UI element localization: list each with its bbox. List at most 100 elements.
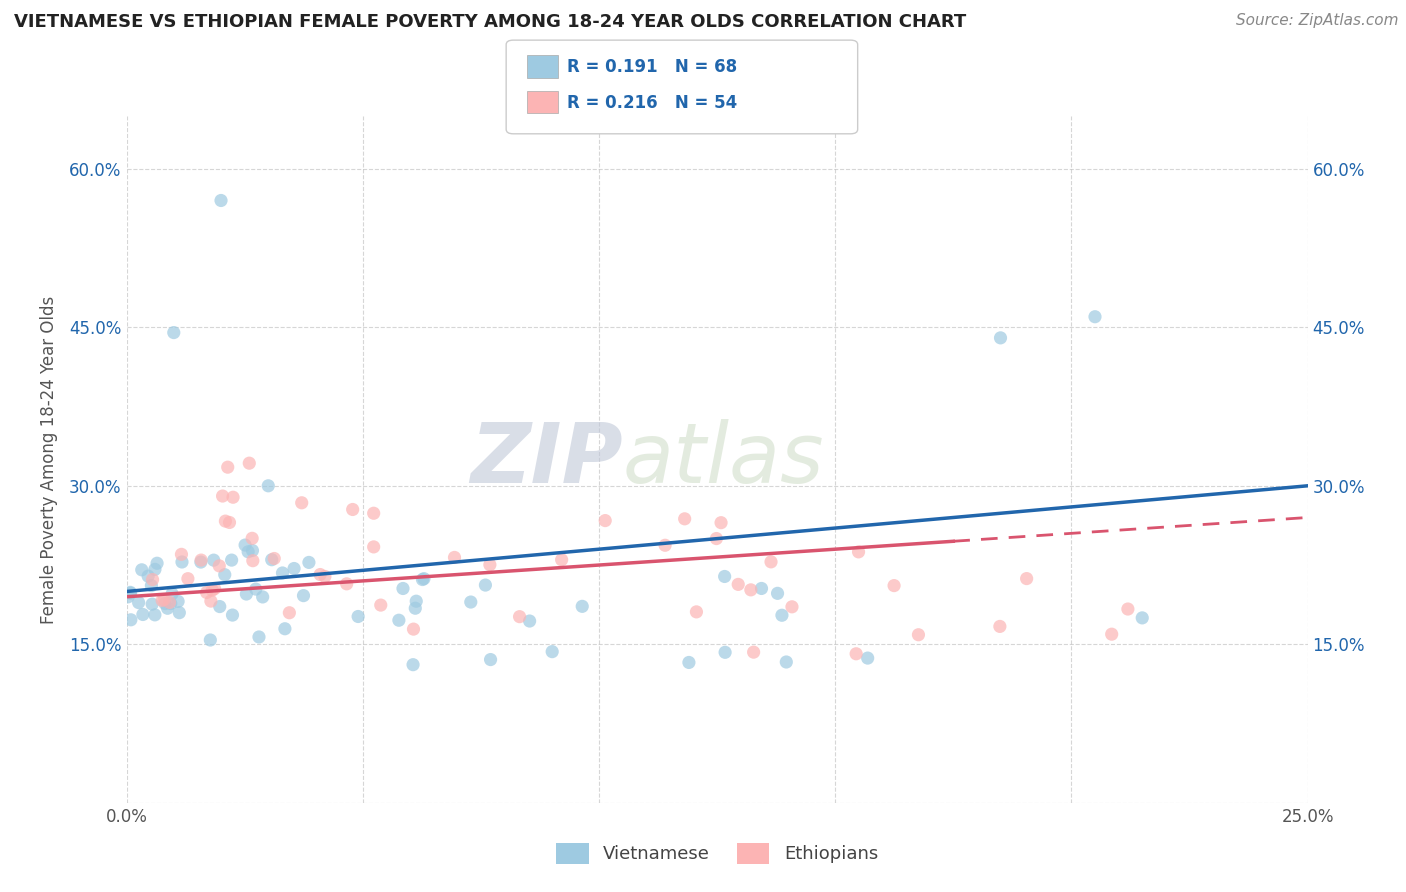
Point [714, 645, 737, 659]
Point [274, 622, 297, 636]
Point [1116, 602, 1139, 616]
Point [235, 587, 257, 601]
Point [1130, 611, 1153, 625]
Point [120, 585, 142, 599]
Point [117, 590, 139, 604]
Point [143, 607, 166, 622]
Point [252, 590, 274, 604]
Point [236, 545, 259, 559]
Point [363, 540, 385, 554]
Point [593, 514, 616, 528]
Point [770, 608, 793, 623]
Point [120, 586, 142, 600]
Point [856, 651, 879, 665]
Point [271, 566, 294, 580]
Point [222, 490, 245, 504]
Point [742, 645, 765, 659]
Point [740, 582, 762, 597]
Point [411, 573, 433, 587]
Point [247, 630, 270, 644]
Point [177, 572, 200, 586]
Point [759, 555, 782, 569]
Point [363, 506, 385, 520]
Point [201, 583, 224, 598]
Point [1084, 310, 1107, 324]
Point [221, 608, 243, 623]
Point [214, 567, 236, 582]
Point [141, 573, 163, 587]
Point [479, 652, 502, 666]
Point [238, 456, 260, 470]
Point [283, 561, 305, 575]
Point [309, 567, 332, 582]
Text: R = 0.191   N = 68: R = 0.191 N = 68 [567, 58, 737, 76]
Point [1015, 572, 1038, 586]
Point [159, 595, 181, 609]
Point [242, 543, 264, 558]
Text: ZIP: ZIP [470, 419, 623, 500]
Point [143, 562, 166, 576]
Point [214, 514, 236, 528]
Point [190, 555, 212, 569]
Point [128, 596, 150, 610]
Point [710, 516, 733, 530]
Point [550, 553, 572, 567]
Point [159, 597, 181, 611]
Point [402, 622, 425, 636]
Point [153, 597, 176, 611]
Point [780, 599, 803, 614]
Point [292, 589, 315, 603]
Point [766, 586, 789, 600]
Text: R = 0.216   N = 54: R = 0.216 N = 54 [567, 94, 737, 112]
Y-axis label: Female Poverty Among 18-24 Year Olds: Female Poverty Among 18-24 Year Olds [39, 295, 58, 624]
Point [141, 578, 163, 592]
Point [120, 613, 142, 627]
Point [678, 656, 700, 670]
Point [245, 582, 267, 596]
Point [370, 598, 392, 612]
Point [990, 331, 1012, 345]
Text: VIETNAMESE VS ETHIOPIAN FEMALE POVERTY AMONG 18-24 YEAR OLDS CORRELATION CHART: VIETNAMESE VS ETHIOPIAN FEMALE POVERTY A… [14, 13, 966, 31]
Point [388, 613, 411, 627]
Point [150, 593, 173, 607]
Point [405, 594, 427, 608]
Point [208, 558, 231, 573]
Point [392, 582, 415, 596]
Point [170, 547, 193, 561]
Point [221, 553, 243, 567]
Point [156, 601, 179, 615]
Point [336, 577, 359, 591]
Text: Source: ZipAtlas.com: Source: ZipAtlas.com [1236, 13, 1399, 29]
Point [167, 594, 190, 608]
Point [848, 545, 870, 559]
Point [402, 657, 425, 672]
Point [263, 551, 285, 566]
Point [240, 532, 263, 546]
Point [141, 597, 163, 611]
Point [200, 594, 222, 608]
Point [727, 577, 749, 591]
Point [260, 552, 283, 566]
Point [202, 553, 225, 567]
Point [988, 619, 1011, 633]
Point [163, 326, 186, 340]
Point [136, 569, 159, 583]
Point [208, 599, 231, 614]
Point [242, 554, 264, 568]
Point [131, 563, 153, 577]
Point [478, 558, 501, 572]
Point [775, 655, 797, 669]
Point [146, 556, 169, 570]
Point [706, 532, 728, 546]
Point [257, 479, 280, 493]
Point [571, 599, 593, 614]
Point [217, 460, 239, 475]
Point [218, 516, 240, 530]
Point [132, 607, 155, 622]
Point [204, 582, 226, 596]
Text: atlas: atlas [623, 419, 824, 500]
Point [845, 647, 868, 661]
Point [685, 605, 707, 619]
Point [413, 572, 436, 586]
Point [751, 582, 773, 596]
